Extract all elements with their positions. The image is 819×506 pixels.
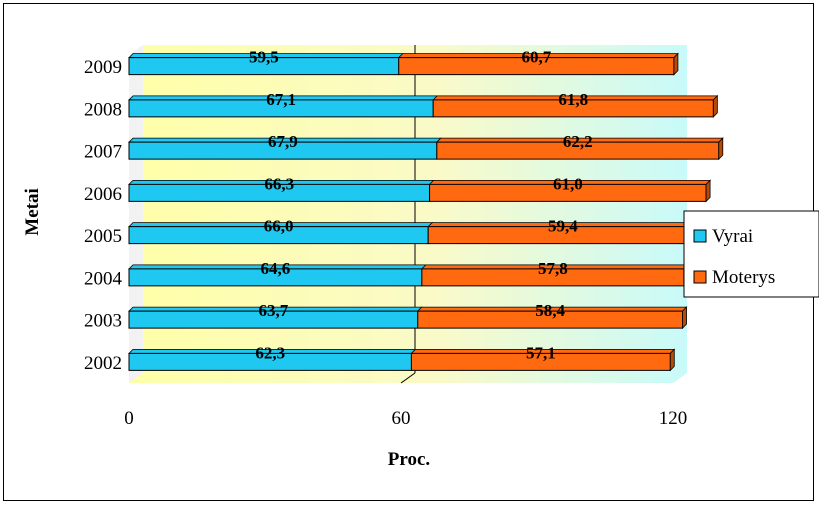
bar-side-2009 xyxy=(673,52,679,76)
y-tick-2007: 2007 xyxy=(84,142,122,163)
y-tick-2008: 2008 xyxy=(84,99,122,120)
bar-side-2007 xyxy=(718,137,724,161)
x-tick-120: 120 xyxy=(659,408,688,429)
gridline-60-floor xyxy=(400,372,416,384)
legend-box xyxy=(683,210,819,298)
data-label-vyrai-2005: 66,0 xyxy=(264,217,294,236)
y-tick-2004: 2004 xyxy=(84,268,123,289)
y-axis-label: Metai xyxy=(22,188,43,235)
y-tick-2006: 2006 xyxy=(84,184,122,205)
data-label-moterys-2009: 60,7 xyxy=(521,48,551,67)
legend-label-moterys: Moterys xyxy=(712,267,775,288)
plot-side-wall xyxy=(129,45,143,383)
data-label-vyrai-2002: 62,3 xyxy=(255,343,285,362)
data-label-moterys-2005: 59,4 xyxy=(548,217,578,236)
plot-wall xyxy=(129,45,687,383)
legend-swatch-moterys xyxy=(693,270,707,284)
y-tick-2002: 2002 xyxy=(84,353,122,374)
y-tick-2003: 2003 xyxy=(84,311,122,332)
bar-side-2003 xyxy=(682,306,687,330)
data-label-moterys-2007: 62,2 xyxy=(563,132,593,151)
data-label-moterys-2004: 57,8 xyxy=(538,259,568,278)
legend-label-vyrai: Vyrai xyxy=(712,226,753,247)
data-label-moterys-2002: 57,1 xyxy=(526,343,556,362)
bar-side-2002 xyxy=(669,348,675,372)
data-label-vyrai-2009: 59,5 xyxy=(249,48,279,67)
y-tick-2005: 2005 xyxy=(84,226,122,247)
data-label-vyrai-2006: 66,3 xyxy=(264,174,294,193)
data-label-vyrai-2007: 67,9 xyxy=(268,132,298,151)
bar-side-2006 xyxy=(705,179,711,203)
data-label-moterys-2008: 61,8 xyxy=(558,90,588,109)
x-tick-0: 0 xyxy=(124,408,134,429)
legend-swatch-vyrai xyxy=(693,229,707,243)
x-axis-label: Proc. xyxy=(388,449,430,470)
data-label-vyrai-2004: 64,6 xyxy=(261,259,291,278)
legend: Vyrai Moterys xyxy=(683,210,819,298)
bar-side-2008 xyxy=(712,94,718,118)
data-label-moterys-2006: 61,0 xyxy=(553,174,583,193)
bars: 62,3 57,1 63,7 58,4 64,6 57,8 66,0 59,4 66,3 61,0… xyxy=(128,48,724,372)
tick-labels: 2002 2003 2004 2005 2006 2007 2008 2009 0 60 120 xyxy=(84,57,687,429)
x-tick-60: 60 xyxy=(392,408,411,429)
y-tick-2009: 2009 xyxy=(84,57,122,78)
plot-background xyxy=(129,45,687,383)
data-label-vyrai-2008: 67,1 xyxy=(266,90,296,109)
data-label-vyrai-2003: 63,7 xyxy=(259,301,289,320)
data-label-moterys-2003: 58,4 xyxy=(535,301,565,320)
